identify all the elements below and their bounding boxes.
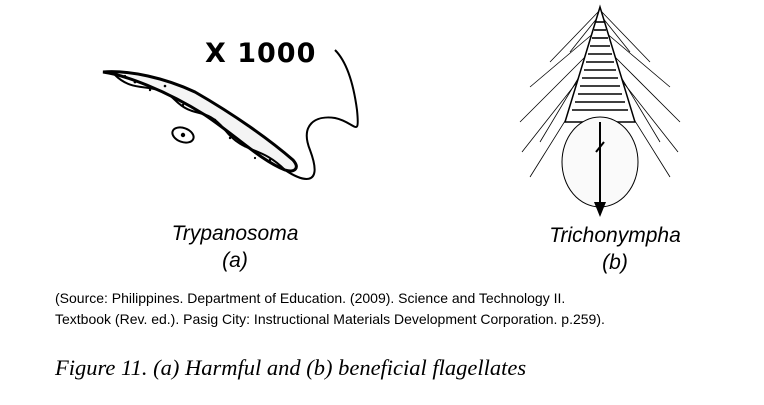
magnification-label: X 1000 — [205, 38, 317, 69]
figure-caption: Figure 11. (a) Harmful and (b) beneficia… — [55, 355, 527, 380]
source-line-2: Textbook (Rev. ed.). Pasig City: Instruc… — [55, 311, 605, 327]
panel-letter-a: (a) — [222, 249, 248, 272]
organism-label-trichonympha: Trichonympha — [549, 224, 681, 247]
organism-label-trypanosoma: Trypanosoma — [171, 222, 299, 245]
source-citation: (Source: Philippines. Department of Educ… — [55, 288, 755, 330]
panel-letter-b: (b) — [602, 251, 628, 274]
trypanosoma-illustration — [102, 49, 359, 180]
source-line-1: (Source: Philippines. Department of Educ… — [55, 290, 566, 306]
trichonympha-illustration — [519, 4, 681, 217]
